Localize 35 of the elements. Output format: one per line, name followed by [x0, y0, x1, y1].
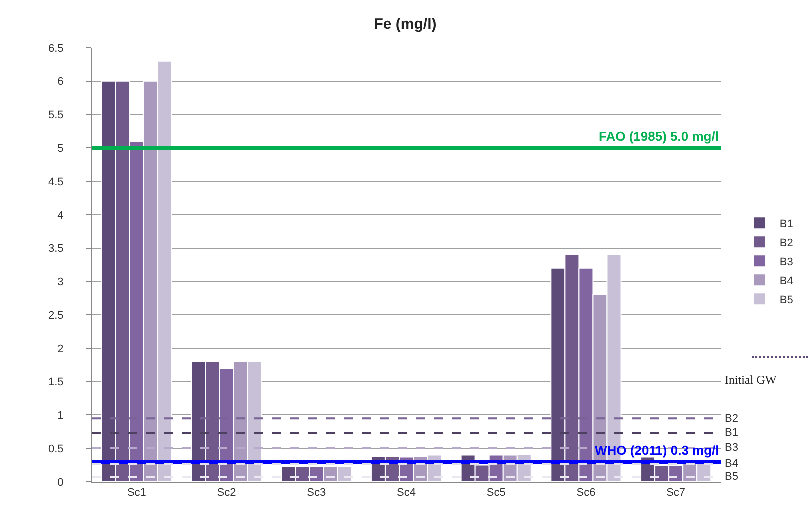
ref-line-label: B5: [725, 471, 738, 483]
x-tick-label: Sc3: [307, 487, 326, 500]
ref-line-label: B2: [725, 413, 738, 425]
ref-line-label: WHO (2011) 0.3 mg/l: [595, 443, 720, 458]
y-tick-label: 2.5: [48, 310, 64, 322]
x-tick-label: Sc6: [576, 487, 596, 500]
x-tick-label: Sc7: [666, 487, 686, 500]
y-tick-label: 1: [58, 410, 64, 422]
y-tick-label: 4: [58, 210, 64, 222]
ref-line-label: B4: [725, 458, 738, 470]
ref-line-label: B3: [725, 442, 738, 454]
y-tick-label: 0: [58, 476, 64, 489]
legend-label: B4: [780, 275, 794, 288]
y-tick-label: 5.5: [48, 110, 64, 122]
chart-title: Fe (mg/l): [374, 16, 437, 33]
y-tick-label: 6.5: [48, 42, 64, 55]
ref-line-label: B1: [725, 427, 738, 439]
y-tick-label: 6: [58, 76, 64, 88]
x-tick-label: Sc1: [127, 487, 146, 500]
y-tick-label: 2: [58, 343, 64, 356]
text: Initial GW: [725, 373, 778, 387]
y-tick-label: 5: [58, 143, 64, 155]
ref-line-label: FAO (1985) 5.0 mg/l: [599, 129, 719, 144]
y-tick-label: 3.5: [48, 243, 64, 256]
y-tick-label: 1.5: [48, 376, 64, 389]
x-tick-label: Sc2: [217, 487, 236, 500]
legend-label: B3: [780, 256, 794, 268]
y-tick-label: 3: [58, 276, 64, 289]
legend-label: B5: [780, 294, 794, 306]
x-tick-label: Sc5: [486, 487, 506, 500]
y-tick-label: 4.5: [48, 176, 64, 188]
x-tick-label: Sc4: [397, 487, 416, 500]
legend-label: B1: [780, 218, 794, 230]
legend-label: B2: [780, 237, 794, 250]
y-tick-label: 0.5: [48, 443, 64, 456]
